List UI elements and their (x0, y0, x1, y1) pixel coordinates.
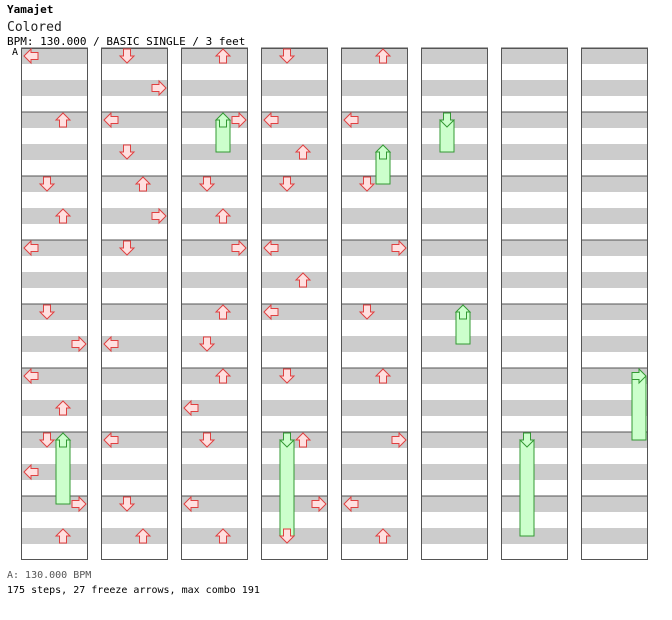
freeze-arrow-head (631, 367, 647, 385)
tap-arrow-down (118, 144, 136, 160)
tap-arrow-up (214, 48, 232, 64)
chart-column (21, 47, 88, 560)
bpm-marker: A (12, 47, 19, 58)
tap-arrow-up (214, 368, 232, 384)
freeze-arrow-body (279, 439, 295, 537)
tap-arrow-left (263, 239, 279, 257)
tap-arrow-down (278, 176, 296, 192)
tap-arrow-left (263, 303, 279, 321)
tap-arrow-left (23, 239, 39, 257)
tap-arrow-down (118, 496, 136, 512)
freeze-arrow-head (278, 432, 296, 448)
tap-arrow-left (183, 495, 199, 513)
tap-arrow-down (278, 48, 296, 64)
tap-arrow-right (71, 335, 87, 353)
tap-arrow-down (38, 176, 56, 192)
tap-arrow-left (103, 431, 119, 449)
tap-arrow-down (198, 432, 216, 448)
footer-stats: 175 steps, 27 freeze arrows, max combo 1… (7, 585, 260, 596)
tap-arrow-left (23, 47, 39, 65)
tap-arrow-up (134, 176, 152, 192)
tap-arrow-right (391, 431, 407, 449)
tap-arrow-up (294, 144, 312, 160)
tap-arrow-down (198, 336, 216, 352)
footer-bpm: A: 130.000 BPM (7, 570, 92, 581)
tap-arrow-right (311, 495, 327, 513)
tap-arrow-left (343, 111, 359, 129)
tap-arrow-right (231, 239, 247, 257)
tap-arrow-right (151, 207, 167, 225)
freeze-arrow-head (518, 432, 536, 448)
tap-arrow-up (294, 272, 312, 288)
freeze-arrow-head (438, 112, 456, 128)
tap-arrow-up (374, 528, 392, 544)
tap-arrow-up (214, 528, 232, 544)
chart-info: BPM: 130.000 / BASIC SINGLE / 3 feet (7, 35, 246, 48)
tap-arrow-up (54, 400, 72, 416)
tap-arrow-left (23, 367, 39, 385)
tap-arrow-right (71, 495, 87, 513)
song-title: Yamajet (7, 3, 54, 16)
tap-arrow-left (103, 335, 119, 353)
tap-arrow-down (118, 240, 136, 256)
tap-arrow-left (263, 111, 279, 129)
tap-arrow-down (358, 176, 376, 192)
chart-column (501, 47, 568, 560)
tap-arrow-left (183, 399, 199, 417)
tap-arrow-up (134, 528, 152, 544)
tap-arrow-left (343, 495, 359, 513)
chart-column (181, 47, 248, 560)
chart-column (581, 47, 648, 560)
freeze-arrow-body (519, 439, 535, 537)
freeze-arrow-body (55, 439, 71, 505)
tap-arrow-down (38, 432, 56, 448)
song-subtitle: Colored (7, 20, 62, 35)
tap-arrow-down (118, 48, 136, 64)
tap-arrow-left (23, 463, 39, 481)
tap-arrow-down (358, 304, 376, 320)
tap-arrow-up (54, 112, 72, 128)
tap-arrow-up (214, 304, 232, 320)
tap-arrow-up (54, 528, 72, 544)
tap-arrow-right (151, 79, 167, 97)
freeze-arrow-head (214, 112, 232, 128)
tap-arrow-up (214, 208, 232, 224)
step-chart (21, 47, 648, 560)
tap-arrow-down (198, 176, 216, 192)
tap-arrow-down (278, 528, 296, 544)
freeze-arrow-head (454, 304, 472, 320)
tap-arrow-right (391, 239, 407, 257)
tap-arrow-up (374, 48, 392, 64)
freeze-arrow-head (374, 144, 392, 160)
freeze-arrow-body (631, 375, 647, 441)
tap-arrow-down (38, 304, 56, 320)
tap-arrow-up (374, 368, 392, 384)
tap-arrow-up (54, 208, 72, 224)
tap-arrow-right (231, 111, 247, 129)
tap-arrow-up (294, 432, 312, 448)
tap-arrow-down (278, 368, 296, 384)
tap-arrow-left (103, 111, 119, 129)
freeze-arrow-head (54, 432, 72, 448)
